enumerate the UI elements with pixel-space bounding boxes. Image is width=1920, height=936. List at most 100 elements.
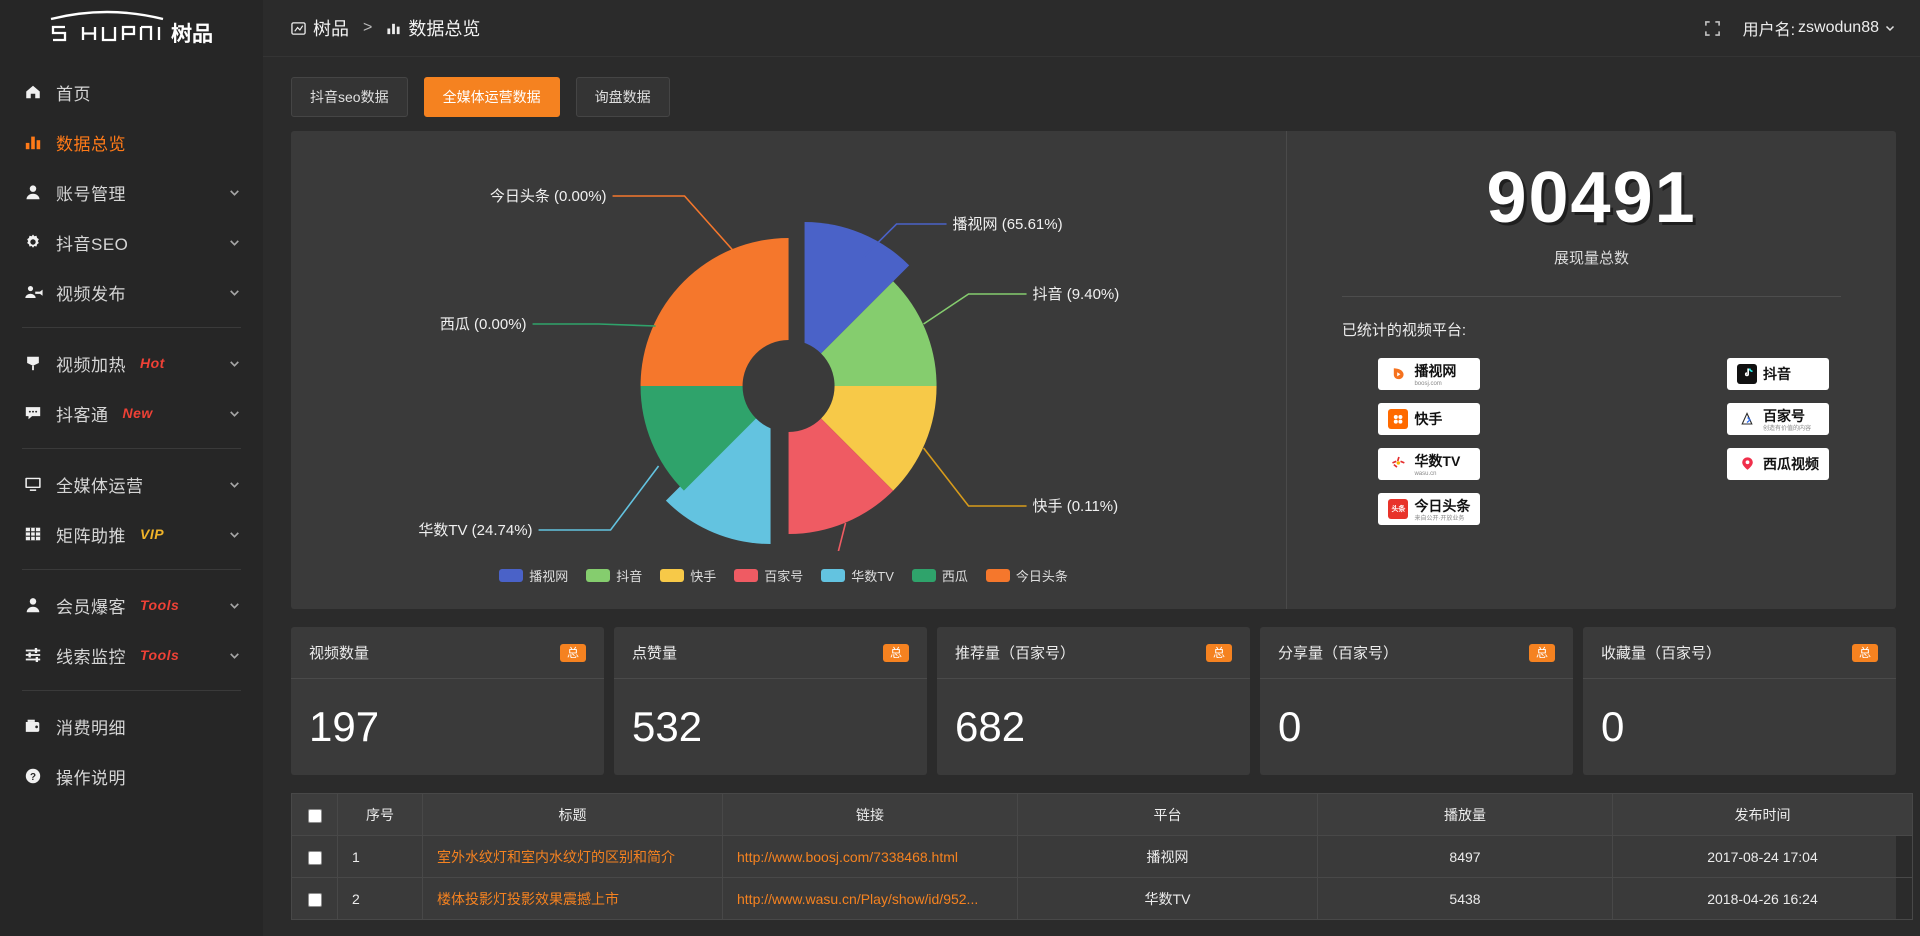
- sidebar-item-tag: VIP: [140, 526, 165, 542]
- chat-icon: [22, 403, 44, 423]
- select-all-checkbox[interactable]: [307, 808, 322, 823]
- sidebar-divider: [22, 690, 241, 691]
- legend-label: 抖音: [616, 569, 643, 584]
- pie-svg: 播视网 (65.61%) 抖音 (9.40%) 快手 (0.11%) 百家号 (…: [418, 188, 1120, 591]
- tab-0[interactable]: 抖音seo数据: [291, 77, 408, 117]
- sidebar-item-3[interactable]: 抖音SEO: [0, 217, 263, 267]
- col-header-link: 链接: [722, 793, 1018, 836]
- tab-2[interactable]: 询盘数据: [575, 77, 670, 117]
- douyin-logo-icon: [1737, 363, 1758, 384]
- leader-huashutv: [538, 465, 660, 531]
- grid-icon: [22, 524, 44, 544]
- baijiahao-logo-icon: [1737, 409, 1757, 429]
- svg-text:?: ?: [30, 772, 36, 783]
- sidebar-item-label: 视频加热: [56, 355, 126, 375]
- select-all-cell[interactable]: [291, 793, 338, 836]
- legend-item-6[interactable]: 今日头条: [985, 566, 1068, 585]
- table-header-row: 序号 标题 链接 平台 播放量 发布时间: [291, 793, 1913, 836]
- stat-card-header: 视频数量 总: [291, 627, 604, 679]
- tab-1[interactable]: 全媒体运营数据: [423, 77, 560, 117]
- row-checkbox[interactable]: [307, 850, 322, 865]
- legend-item-3[interactable]: 百家号: [734, 566, 803, 585]
- legend-item-0[interactable]: 播视网: [499, 566, 568, 585]
- platform-chip-name: 今日头条: [1414, 497, 1471, 514]
- row-title-text: 楼体投影灯投影效果震撼上市: [437, 890, 619, 907]
- row-link[interactable]: http://www.wasu.cn/Play/show/id/952...: [722, 877, 1018, 920]
- pie-slice-huashutv[interactable]: [665, 396, 771, 544]
- legend-item-2[interactable]: 快手: [660, 566, 716, 585]
- brand-logo[interactable]: 树品: [0, 0, 263, 57]
- sidebar-item-tag: New: [122, 405, 153, 421]
- platform-chip-right-2[interactable]: 西瓜视频: [1727, 447, 1830, 480]
- sidebar-item-10[interactable]: 线索监控 Tools: [0, 630, 263, 680]
- row-time: 2017-08-24 17:04: [1612, 835, 1913, 878]
- legend-item-4[interactable]: 华数TV: [821, 566, 894, 585]
- sidebar-nav: 首页 数据总览 账号管理 抖音SEO 视频发布视频加热 Hot 抖客通 New 全媒体运营 矩阵助…: [0, 57, 263, 801]
- platform-chip-left-0[interactable]: 播视网 boosj.com: [1378, 357, 1481, 390]
- sidebar-item-0[interactable]: 首页: [0, 67, 263, 117]
- row-time: 2018-04-26 16:24: [1612, 877, 1913, 920]
- stat-card-value: 682: [955, 703, 1026, 750]
- stat-card-header: 分享量（百家号） 总: [1260, 627, 1573, 679]
- user-menu[interactable]: 用户名: zswodun88: [1743, 16, 1896, 40]
- chevron-down-icon: [227, 406, 241, 420]
- member-icon: [22, 595, 44, 615]
- platform-chip-name: 抖音: [1763, 365, 1792, 382]
- stat-card-title: 点赞量: [632, 645, 678, 662]
- sidebar-item-11[interactable]: 消费明细: [0, 701, 263, 751]
- sidebar-item-12[interactable]: ? 操作说明: [0, 751, 263, 801]
- legend-swatch: [911, 569, 936, 582]
- row-link-text: http://www.wasu.cn/Play/show/id/952...: [737, 890, 979, 907]
- legend-item-1[interactable]: 抖音: [586, 566, 642, 585]
- fullscreen-icon[interactable]: [1704, 20, 1721, 37]
- platform-chip-left-3[interactable]: 头条 今日头条 来自公开·开放业务: [1378, 492, 1481, 525]
- sidebar-item-5[interactable]: 视频加热 Hot: [0, 338, 263, 388]
- content-scroll: 抖音seo数据 全媒体运营数据 询盘数据: [263, 57, 1920, 936]
- legend-swatch: [734, 569, 759, 582]
- legend-swatch: [660, 569, 685, 582]
- stat-card-header: 推荐量（百家号） 总: [937, 627, 1250, 679]
- stat-card-title: 推荐量（百家号）: [955, 645, 1076, 662]
- platform-chip-left-2[interactable]: 华数TV wasu.cn: [1378, 447, 1481, 480]
- stat-cards: 视频数量总 197 点赞量总 532 推荐量（百家号）总 682 分享量（百家号）总 0 收藏量…: [291, 627, 1896, 775]
- pie-slice-boshiwang[interactable]: [804, 222, 910, 370]
- platform-chip-right-0[interactable]: 抖音: [1727, 357, 1830, 390]
- sidebar-item-1[interactable]: 数据总览: [0, 117, 263, 167]
- total-impressions-value: 90491: [1486, 158, 1697, 238]
- sidebar-item-2[interactable]: 账号管理: [0, 167, 263, 217]
- sidebar-item-7[interactable]: 全媒体运营: [0, 459, 263, 509]
- sidebar-item-4[interactable]: 视频发布: [0, 267, 263, 317]
- pie-label-toutiao: 今日头条 (0.00%): [490, 188, 607, 205]
- summary-side: 90491 展现量总数 已统计的视频平台: 播视网 boosj.com 快手 华数TV…: [1286, 131, 1896, 609]
- row-select-cell[interactable]: [291, 835, 338, 878]
- stat-card-3: 分享量（百家号） 总 0: [1260, 627, 1573, 775]
- row-link[interactable]: http://www.boosj.com/7338468.html: [722, 835, 1018, 878]
- total-impressions-label: 展现量总数: [1554, 249, 1630, 267]
- platform-chip-left-1[interactable]: 快手: [1378, 402, 1481, 435]
- row-title[interactable]: 楼体投影灯投影效果震撼上市: [422, 877, 723, 920]
- row-title[interactable]: 室外水纹灯和室内水纹灯的区别和简介: [422, 835, 723, 878]
- main-area: 树品 > 数据总览 用户名: zswodun88: [263, 0, 1920, 936]
- sidebar-item-6[interactable]: 抖客通 New: [0, 388, 263, 438]
- legend-label: 西瓜: [941, 569, 968, 584]
- row-select-cell[interactable]: [291, 877, 338, 920]
- svg-text:树品: 树品: [171, 22, 213, 46]
- sidebar-item-8[interactable]: 矩阵助推 VIP: [0, 509, 263, 559]
- pie-slice-toutiao[interactable]: [640, 238, 789, 386]
- col-header-plays: 播放量: [1317, 793, 1613, 836]
- breadcrumb-root[interactable]: 树品: [291, 15, 349, 41]
- legend-item-5[interactable]: 西瓜: [911, 566, 968, 585]
- user-label: 用户名:: [1742, 22, 1796, 39]
- stat-card-2: 推荐量（百家号） 总 682: [937, 627, 1250, 775]
- breadcrumb: 树品 > 数据总览: [291, 15, 480, 41]
- pie-label-douyin: 抖音 (9.40%): [1033, 286, 1120, 303]
- platform-chip-sub: wasu.cn: [1414, 470, 1437, 477]
- platform-chip-right-1[interactable]: 百家号 创造有价值的内容: [1727, 402, 1830, 435]
- topbar-right: 用户名: zswodun88: [1704, 16, 1896, 40]
- row-checkbox[interactable]: [307, 892, 322, 907]
- sidebar-item-9[interactable]: 会员爆客 Tools: [0, 580, 263, 630]
- chevron-down-icon: [227, 285, 241, 299]
- breadcrumb-current[interactable]: 数据总览: [386, 15, 480, 41]
- row-title-text: 室外水纹灯和室内水纹灯的区别和简介: [437, 848, 675, 865]
- pie-label-kuaishou: 快手 (0.11%): [1033, 498, 1119, 515]
